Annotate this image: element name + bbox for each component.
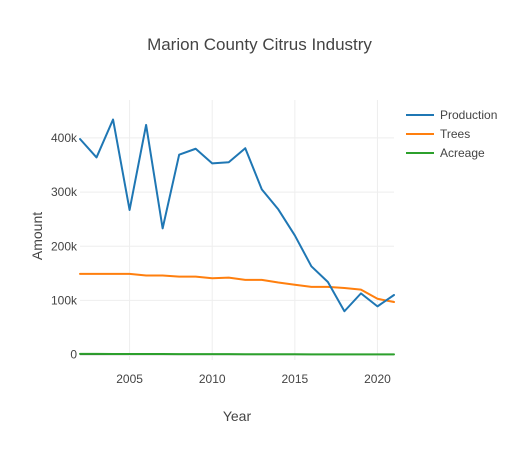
series-line-trees xyxy=(80,274,394,302)
y-tick-label: 200k xyxy=(51,239,78,253)
legend-label-trees[interactable]: Trees xyxy=(440,127,470,141)
legend-label-acreage[interactable]: Acreage xyxy=(440,146,485,160)
legend: Production Trees Acreage xyxy=(406,108,497,160)
legend-label-production[interactable]: Production xyxy=(440,108,497,122)
x-tick-label: 2015 xyxy=(281,372,308,386)
series-line-production xyxy=(80,120,394,312)
x-tick-label: 2005 xyxy=(116,372,143,386)
y-tick-label: 0 xyxy=(70,348,77,362)
y-tick-label: 300k xyxy=(51,185,78,199)
chart-title: Marion County Citrus Industry xyxy=(147,35,372,54)
series-layer xyxy=(80,120,394,355)
x-tick-label: 2010 xyxy=(199,372,226,386)
y-axis-ticks: 0 100k 200k 300k 400k xyxy=(51,131,78,362)
grid-layer xyxy=(80,100,394,360)
x-axis-title: Year xyxy=(223,408,252,424)
y-tick-label: 100k xyxy=(51,293,78,307)
x-tick-label: 2020 xyxy=(364,372,391,386)
y-axis-title: Amount xyxy=(29,212,45,260)
x-axis-ticks: 2005 2010 2015 2020 xyxy=(116,372,391,386)
y-tick-label: 400k xyxy=(51,131,78,145)
